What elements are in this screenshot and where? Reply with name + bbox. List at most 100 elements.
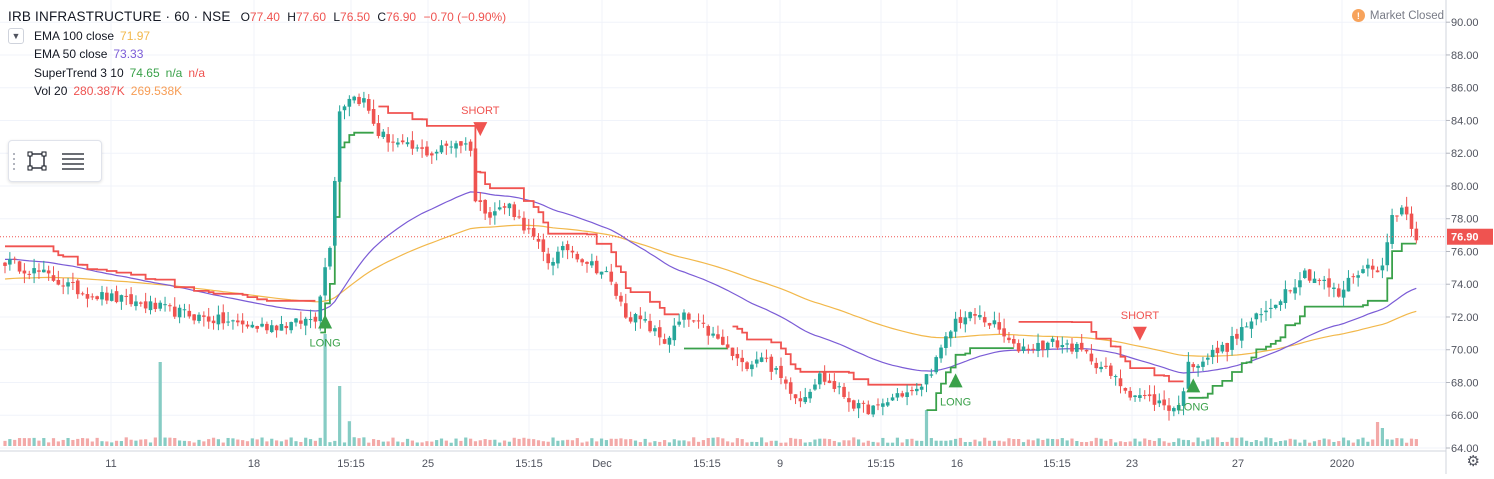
volume-bar — [1181, 439, 1186, 446]
volume-bar — [1235, 437, 1239, 446]
candle-body — [963, 317, 968, 325]
volume-bar — [1036, 438, 1040, 446]
volume-bar — [294, 441, 298, 446]
candle-body — [1249, 321, 1254, 329]
candle-body — [362, 98, 366, 103]
candle-body — [32, 268, 36, 274]
candle-body — [51, 275, 56, 281]
candle-body — [134, 301, 138, 307]
volume-bar — [633, 440, 638, 446]
volume-bar — [308, 439, 313, 446]
volume-bar — [735, 438, 739, 446]
gear-icon[interactable]: ⚙ — [1466, 453, 1480, 470]
indicator-row-ema50[interactable]: EMA 50 close 73.33 — [8, 45, 510, 64]
candle-body — [560, 245, 565, 251]
symbol-title[interactable]: IRB INFRASTRUCTURE · 60 · NSE — [8, 9, 231, 24]
indicator-row-volume[interactable]: Vol 20 280.387K 269.538K — [8, 82, 510, 101]
candle-body — [1235, 333, 1239, 339]
supertrend-line — [926, 347, 1014, 411]
candle-body — [876, 404, 880, 406]
candle-body — [56, 279, 61, 285]
volume-bar — [405, 438, 410, 446]
volume-bar — [211, 437, 216, 446]
volume-bar — [347, 421, 351, 446]
volume-bar — [624, 439, 628, 446]
candle-body — [328, 247, 332, 267]
candle-body — [1254, 313, 1259, 320]
candle-body — [628, 317, 633, 322]
candle-body — [337, 111, 342, 182]
candle-body — [1128, 390, 1132, 398]
candle-body — [1332, 287, 1336, 290]
short-signal-marker — [1132, 326, 1147, 341]
market-status[interactable]: ! Market Closed — [1351, 9, 1444, 22]
volume-bar — [575, 438, 579, 446]
price-axis-label: 88.00 — [1451, 50, 1479, 62]
volume-bar — [614, 438, 618, 446]
volume-bar — [1249, 442, 1254, 446]
price-axis-label: 76.00 — [1451, 246, 1479, 258]
candle-body — [1055, 340, 1060, 348]
indicator-row-ema100[interactable]: ▼ EMA 100 close 71.97 — [8, 27, 510, 46]
volume-bar — [1080, 441, 1084, 446]
volume-bar — [973, 439, 977, 446]
long-signal-label: LONG — [1178, 401, 1209, 413]
volume-bar — [342, 442, 347, 446]
volume-bar — [284, 439, 288, 446]
volume-bar — [1414, 439, 1418, 446]
candle-body — [1370, 265, 1375, 270]
low-label: L — [333, 10, 341, 24]
collapse-legend-button[interactable]: ▼ — [8, 27, 24, 44]
volume-bar — [1012, 439, 1016, 446]
candle-body — [226, 321, 230, 323]
candle-body — [8, 259, 12, 265]
volume-bar — [663, 440, 667, 446]
close-value: 76.90 — [386, 10, 417, 24]
drag-handle-icon[interactable] — [13, 152, 19, 170]
candle-body — [832, 381, 837, 389]
candle-body — [250, 324, 255, 328]
volume-bar — [1133, 438, 1137, 446]
rectangle-tool-button[interactable] — [19, 143, 55, 179]
volume-bar — [512, 437, 516, 446]
candle-body — [997, 322, 1002, 330]
candle-body — [968, 312, 972, 319]
volume-bar — [488, 439, 492, 446]
candle-body — [527, 228, 531, 230]
indicator-row-supertrend[interactable]: SuperTrend 3 10 74.65 n/a n/a — [8, 64, 510, 83]
volume-bar — [881, 437, 885, 446]
volume-bar — [1007, 438, 1011, 446]
candle-body — [1201, 361, 1205, 367]
candle-body — [493, 211, 497, 216]
volume-bar — [905, 439, 909, 446]
candle-body — [473, 148, 478, 202]
indicator-value: 71.97 — [120, 28, 151, 43]
candle-body — [1016, 343, 1021, 352]
candle-body — [788, 382, 793, 394]
volume-bar — [1385, 439, 1389, 446]
candle-body — [313, 316, 318, 322]
volume-bar — [1361, 437, 1365, 446]
candle-body — [1307, 269, 1312, 281]
candle-body — [434, 151, 439, 154]
candle-body — [1298, 280, 1302, 288]
candle-body — [1400, 207, 1404, 215]
volume-bar — [410, 440, 414, 446]
candle-body — [463, 143, 468, 145]
volume-bar — [842, 440, 846, 446]
candle-body — [978, 315, 982, 318]
volume-bar — [1254, 440, 1258, 446]
volume-bar — [192, 442, 196, 446]
candle-body — [231, 320, 235, 322]
volume-bar — [808, 442, 812, 446]
candle-body — [1079, 342, 1084, 350]
volume-bar — [439, 438, 444, 446]
settings-lines-tool-button[interactable] — [55, 143, 91, 179]
volume-bar — [1191, 442, 1195, 446]
candle-body — [1293, 287, 1297, 294]
volume-bar — [275, 440, 279, 446]
candle-body — [507, 203, 512, 209]
time-axis-label: Dec — [592, 458, 612, 470]
